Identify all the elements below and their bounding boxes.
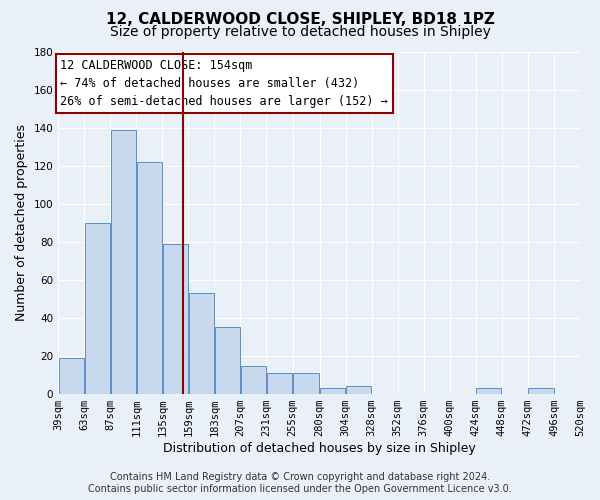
Y-axis label: Number of detached properties: Number of detached properties [15,124,28,322]
Text: Contains HM Land Registry data © Crown copyright and database right 2024.
Contai: Contains HM Land Registry data © Crown c… [88,472,512,494]
Bar [215,328,240,394]
Bar [110,130,136,394]
Bar [476,388,502,394]
X-axis label: Distribution of detached houses by size in Shipley: Distribution of detached houses by size … [163,442,475,455]
Bar [163,244,188,394]
Text: Size of property relative to detached houses in Shipley: Size of property relative to detached ho… [110,25,490,39]
Bar [85,223,110,394]
Text: 12, CALDERWOOD CLOSE, SHIPLEY, BD18 1PZ: 12, CALDERWOOD CLOSE, SHIPLEY, BD18 1PZ [106,12,494,28]
Bar [241,366,266,394]
Bar [137,162,162,394]
Bar [189,293,214,394]
Bar [529,388,554,394]
Bar [267,373,292,394]
Bar [320,388,345,394]
Text: 12 CALDERWOOD CLOSE: 154sqm
← 74% of detached houses are smaller (432)
26% of se: 12 CALDERWOOD CLOSE: 154sqm ← 74% of det… [61,59,388,108]
Bar [346,386,371,394]
Bar [293,373,319,394]
Bar [59,358,84,394]
